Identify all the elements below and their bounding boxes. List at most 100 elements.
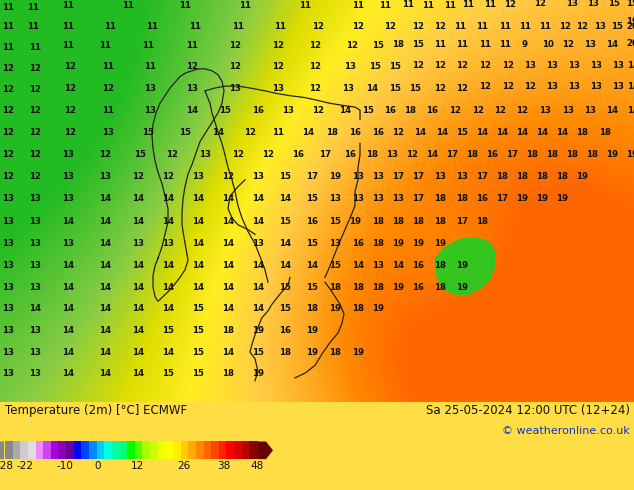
- Text: 12: 12: [559, 22, 571, 31]
- Text: 18: 18: [526, 150, 538, 159]
- Text: 12: 12: [479, 82, 491, 91]
- Text: 18: 18: [586, 150, 598, 159]
- Text: 14: 14: [132, 368, 144, 378]
- Text: 12: 12: [229, 42, 241, 50]
- Text: 19: 19: [626, 17, 634, 25]
- Text: 11: 11: [62, 22, 74, 31]
- FancyArrow shape: [258, 441, 273, 459]
- Text: 14: 14: [132, 262, 144, 270]
- Text: 17: 17: [506, 150, 518, 159]
- Text: 13: 13: [612, 61, 624, 70]
- Text: 15: 15: [389, 62, 401, 72]
- Text: 13: 13: [566, 0, 578, 8]
- Text: Temperature (2m) [°C] ECMWF: Temperature (2m) [°C] ECMWF: [5, 404, 187, 417]
- Text: 18: 18: [326, 127, 338, 137]
- Text: 13: 13: [62, 195, 74, 203]
- Text: 13: 13: [272, 83, 284, 93]
- Text: 12: 12: [2, 64, 14, 74]
- Text: 18: 18: [352, 283, 364, 292]
- Text: 18: 18: [434, 283, 446, 292]
- Text: 14: 14: [162, 283, 174, 292]
- Text: 18: 18: [434, 195, 446, 203]
- Text: 14: 14: [192, 262, 204, 270]
- Text: 11: 11: [499, 22, 511, 31]
- Text: 16: 16: [372, 127, 384, 137]
- Text: 13: 13: [29, 325, 41, 335]
- Text: 14: 14: [192, 240, 204, 248]
- Text: 12: 12: [29, 127, 41, 137]
- Text: 12: 12: [2, 85, 14, 95]
- Text: 20: 20: [626, 22, 634, 31]
- Text: 13: 13: [2, 195, 14, 203]
- Text: 15: 15: [134, 150, 146, 159]
- Text: 18: 18: [222, 368, 234, 378]
- Text: 12: 12: [312, 105, 324, 115]
- Bar: [242, 441, 250, 459]
- Bar: [20, 441, 29, 459]
- Text: 14: 14: [162, 303, 174, 313]
- Text: 11: 11: [479, 40, 491, 49]
- Text: 12: 12: [472, 105, 484, 115]
- Text: 14: 14: [279, 240, 291, 248]
- Text: 15: 15: [142, 127, 154, 137]
- Text: 17: 17: [456, 218, 468, 226]
- Text: 15: 15: [329, 218, 341, 226]
- Text: 13: 13: [594, 22, 606, 31]
- Text: 14: 14: [306, 262, 318, 270]
- Text: 18: 18: [372, 240, 384, 248]
- Bar: [81, 441, 89, 459]
- Bar: [219, 441, 227, 459]
- Bar: [234, 441, 242, 459]
- Text: 12: 12: [516, 105, 528, 115]
- Text: 14: 14: [222, 218, 234, 226]
- Text: 18: 18: [476, 218, 488, 226]
- Bar: [5, 441, 13, 459]
- Text: 15: 15: [389, 83, 401, 93]
- Text: 19: 19: [252, 325, 264, 335]
- Text: 13: 13: [392, 195, 404, 203]
- Text: 14: 14: [162, 262, 174, 270]
- Text: 19: 19: [329, 172, 341, 180]
- Bar: [89, 441, 97, 459]
- Text: 13: 13: [568, 82, 580, 91]
- Text: 14: 14: [99, 368, 111, 378]
- Text: 14: 14: [192, 283, 204, 292]
- Text: 13: 13: [132, 240, 144, 248]
- Text: 13: 13: [2, 283, 14, 292]
- Bar: [28, 441, 36, 459]
- Text: 14: 14: [222, 347, 234, 357]
- Text: 13: 13: [372, 172, 384, 180]
- Text: 13: 13: [584, 40, 596, 49]
- Text: 12: 12: [2, 106, 14, 116]
- Text: 13: 13: [584, 105, 596, 115]
- Text: 14: 14: [252, 195, 264, 203]
- Text: 13: 13: [590, 61, 602, 70]
- Text: 11: 11: [122, 1, 134, 10]
- Text: 11: 11: [142, 42, 154, 50]
- Text: 11: 11: [99, 42, 111, 50]
- Text: 18: 18: [392, 218, 404, 226]
- Text: 13: 13: [199, 150, 211, 159]
- Text: 19: 19: [456, 262, 468, 270]
- Text: 15: 15: [279, 283, 291, 292]
- Text: 13: 13: [372, 262, 384, 270]
- Text: 13: 13: [29, 368, 41, 378]
- Text: 11: 11: [272, 127, 284, 137]
- Text: 18: 18: [556, 172, 568, 180]
- Text: 15: 15: [409, 83, 421, 93]
- Text: 18: 18: [576, 127, 588, 137]
- Bar: [143, 441, 151, 459]
- Text: 11: 11: [2, 22, 14, 31]
- Text: 13: 13: [144, 83, 156, 93]
- Text: 13: 13: [29, 240, 41, 248]
- Text: 18: 18: [599, 127, 611, 137]
- Text: 16: 16: [426, 105, 438, 115]
- Bar: [196, 441, 204, 459]
- Text: 13: 13: [590, 82, 602, 91]
- Text: 13: 13: [612, 82, 624, 91]
- Text: 19: 19: [456, 283, 468, 292]
- Text: 19: 19: [392, 240, 404, 248]
- Text: 12: 12: [309, 42, 321, 50]
- Bar: [150, 441, 158, 459]
- Text: 13: 13: [2, 368, 14, 378]
